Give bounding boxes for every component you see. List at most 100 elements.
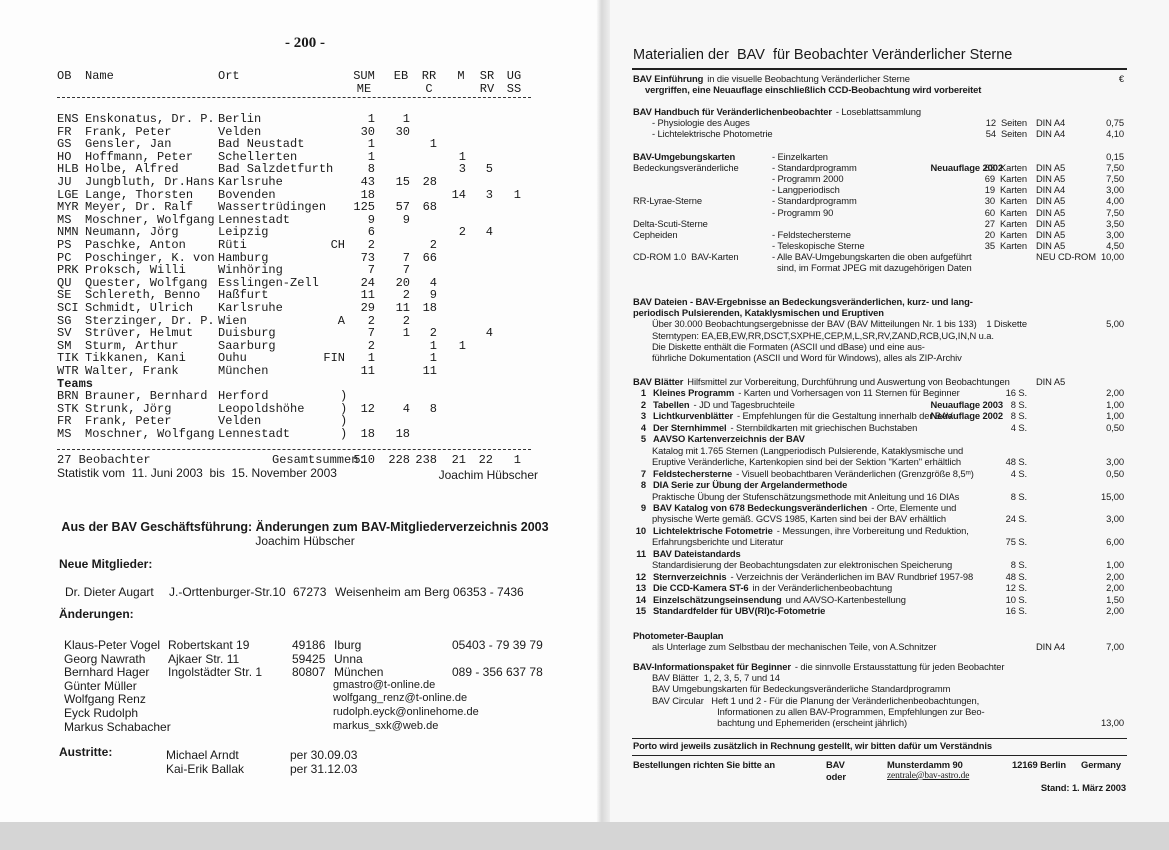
col-format: DIN A5 xyxy=(1036,228,1066,240)
col-qty: 8 S. xyxy=(1010,410,1027,422)
table-cell: ) xyxy=(340,389,348,404)
table-cell: 125 xyxy=(353,200,375,215)
line-text: vergriffen, eine Neuauflage einschließli… xyxy=(645,85,985,94)
order-org: BAV xyxy=(826,759,845,770)
col-price: 0,75 xyxy=(1106,117,1124,128)
table-cell: STK xyxy=(57,401,79,416)
text: Erfahrungsberichte und Literatur xyxy=(652,536,784,548)
column-header: Ort xyxy=(218,69,240,83)
table-cell: SCI xyxy=(57,301,79,315)
table-cell: Jungbluth, Dr.Hans xyxy=(85,175,215,189)
table-cell: München xyxy=(218,364,269,378)
col-format: DIN A5 xyxy=(1036,376,1066,387)
text: und AAVSO-Kartenbestellung xyxy=(785,593,906,605)
member-name: Eyck Rudolph xyxy=(64,706,139,720)
right-page: Materialien der BAV für Beobachter Verän… xyxy=(600,0,1169,850)
col-item: - Feldstechersterne xyxy=(772,228,851,240)
col-format: DIN A5 xyxy=(1036,239,1066,251)
separator xyxy=(57,449,531,450)
table-cell: 66 xyxy=(422,250,437,265)
table-cell: 9 xyxy=(429,288,437,303)
table-cell: 5 xyxy=(485,162,493,177)
col-price: 7,00 xyxy=(1106,641,1124,653)
table-cell: Walter, Frank xyxy=(85,364,179,378)
table-cell: 8 xyxy=(429,401,437,416)
col-format: DIN A4 xyxy=(1036,641,1066,653)
col-item: - Teleskopische Sterne xyxy=(772,239,865,251)
total-value: 22 xyxy=(478,453,493,467)
member-town: München xyxy=(334,665,384,680)
table-cell: FR xyxy=(57,124,72,139)
col-qty: 10 S. xyxy=(1005,593,1027,605)
col-format: DIN A4 xyxy=(1036,184,1066,196)
table-cell: 1 xyxy=(429,338,437,353)
table-cell: Brauner, Bernhard xyxy=(85,389,208,404)
table-cell: 2 xyxy=(367,338,375,353)
table-cell: Paschke, Anton xyxy=(85,238,186,252)
col-price: 1,00 xyxy=(1106,410,1124,422)
column-header: OB xyxy=(57,69,72,83)
col-price: 2,00 xyxy=(1106,605,1124,616)
col-price: 7,50 xyxy=(1106,162,1124,174)
item-number: 4 xyxy=(640,421,646,433)
bold-text: vergriffen, eine Neuauflage einschließli… xyxy=(645,84,982,95)
text: führliche Dokumentation (ASCII und Word … xyxy=(652,352,962,363)
table-cell: 1 xyxy=(367,351,375,366)
order-text: Bestellungen richten Sie bitte an xyxy=(633,759,776,770)
member-zip: 67273 xyxy=(293,585,327,599)
col-price: 1,50 xyxy=(1106,593,1124,605)
order-org: oder xyxy=(826,771,846,782)
table-cell: Frank, Peter xyxy=(85,124,172,139)
table-cell: 3 xyxy=(485,187,493,202)
col-price: 4,50 xyxy=(1106,239,1124,251)
table-cell: Strüver, Helmut xyxy=(85,326,194,341)
table-cell: 2 xyxy=(429,238,437,252)
col-qty: 4 S. xyxy=(1010,467,1027,479)
col-qty: 1 Diskette xyxy=(986,318,1027,330)
line-text: - Physiologie des Auges xyxy=(652,118,750,127)
table-cell: Quester, Wolfgang xyxy=(85,275,208,290)
text: in die visuelle Beobachtung Veränderlich… xyxy=(707,73,910,84)
text: - Verzeichnis der Veränderlichen im BAV … xyxy=(730,570,974,582)
col-price: 1,00 xyxy=(1106,559,1124,571)
table-cell: Duisburg xyxy=(218,326,276,341)
col-qty: 12 S. xyxy=(1005,582,1027,594)
line-text: BAV Katalog von 678 Bedeckungsveränderli… xyxy=(653,503,956,512)
line-text: Sterntypen: EA,EB,EW,RR,DSCT,SXPHE,CEP,M… xyxy=(652,330,994,340)
table-cell: 18 xyxy=(395,427,410,441)
col-label: Delta-Scuti-Sterne xyxy=(633,217,708,229)
col-label: CD-ROM 1.0 BAV-Karten xyxy=(633,250,739,262)
line-text: BAV Dateistandards xyxy=(653,549,745,558)
member-email: rudolph.eyck@onlinehome.de xyxy=(333,706,479,718)
col-label: Cepheiden xyxy=(633,228,678,240)
member-name: Klaus-Peter Vogel xyxy=(64,638,161,652)
col-item: - Langperiodisch xyxy=(772,184,840,196)
bold-text: Feldstechersterne xyxy=(653,467,733,479)
text: - Lichtelektrische Photometrie xyxy=(652,128,773,139)
stats-period: Statistik vom 11. Juni 2003 bis 15. Nove… xyxy=(57,466,337,480)
table-cell: Esslingen-Zell xyxy=(218,275,319,290)
porto-note: Porto wird jeweils zusätzlich in Rechnun… xyxy=(633,740,992,751)
item-number: 8 xyxy=(640,479,646,491)
text: Katalog mit 1.765 Sternen (Langperiodisc… xyxy=(652,444,964,456)
col-qty: 20 Karten xyxy=(984,228,1027,240)
table-cell: Bad Neustadt xyxy=(218,137,305,152)
member-name: Kai-Erik Ballak xyxy=(166,762,245,776)
member-town: Iburg xyxy=(334,638,362,652)
member-town: Weisenheim am Berg xyxy=(335,585,450,599)
text: Über 30.000 Beobachtungsergebnisse der B… xyxy=(652,318,977,330)
member-phone: 089 - 356 637 78 xyxy=(452,665,543,680)
table-cell: Strunk, Jörg xyxy=(85,401,172,416)
col-qty: 16 S. xyxy=(1005,387,1027,399)
table-cell: 1 xyxy=(367,149,375,164)
table-cell: 18 xyxy=(422,301,437,315)
item-number: 11 xyxy=(636,547,646,559)
order-city: 12169 Berlin xyxy=(1012,759,1067,770)
member-name: Bernhard Hager xyxy=(64,665,150,680)
table-cell: 57 xyxy=(395,200,410,215)
table-cell: LGE xyxy=(57,187,79,202)
table-cell: ) xyxy=(340,427,348,441)
col-qty: 24 S. xyxy=(1005,513,1027,525)
text: BAV Blätter 1, 2, 3, 5, 7 und 14 xyxy=(652,672,780,684)
